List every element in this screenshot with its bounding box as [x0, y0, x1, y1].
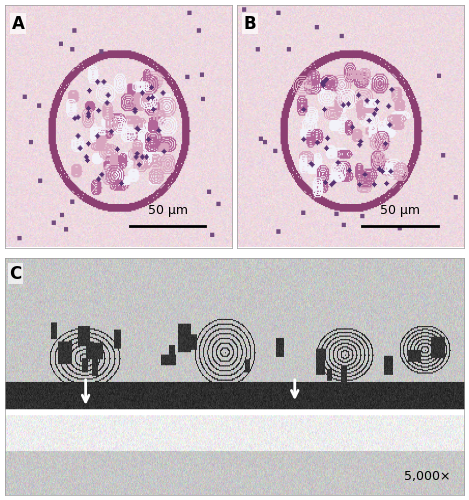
Text: A: A	[12, 14, 24, 32]
Text: B: B	[244, 14, 256, 32]
Text: 50 μm: 50 μm	[148, 204, 188, 216]
Text: C: C	[9, 264, 22, 282]
Text: 50 μm: 50 μm	[380, 204, 420, 216]
Text: 5,000×: 5,000×	[404, 470, 451, 483]
